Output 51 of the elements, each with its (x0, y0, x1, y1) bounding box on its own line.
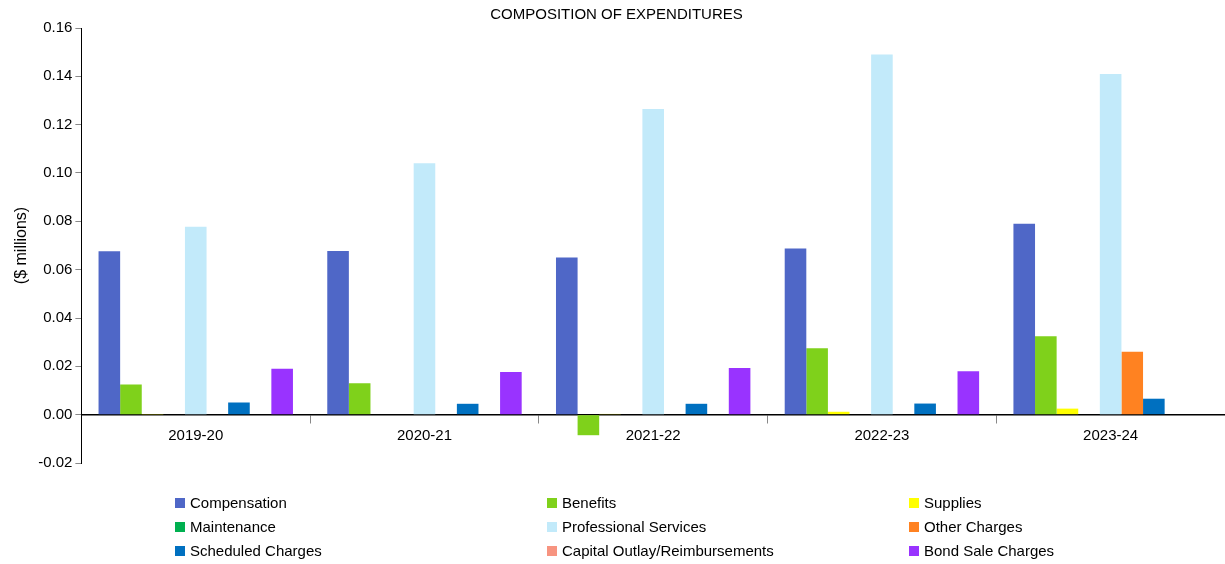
legend-label: Compensation (190, 494, 287, 511)
y-tick-label: 0.08 (43, 211, 73, 229)
bar (271, 368, 293, 415)
bar (228, 402, 250, 415)
bar (1013, 223, 1036, 415)
bar (871, 54, 893, 415)
x-tick-label: 2019-20 (168, 425, 224, 443)
bar (957, 371, 980, 415)
bar (348, 383, 371, 415)
bar (327, 251, 349, 415)
y-tick-label: -0.02 (38, 453, 73, 471)
y-axis-title: ($ millions) (12, 206, 30, 285)
legend-label: Benefits (562, 494, 617, 511)
y-tick-label: 0.06 (43, 259, 73, 277)
legend-label: Maintenance (190, 518, 276, 535)
legend-label: Supplies (924, 494, 982, 511)
bar (1099, 73, 1122, 415)
y-tick-label: 0.10 (43, 163, 73, 181)
bar (577, 415, 600, 436)
bar (685, 403, 708, 415)
bar (806, 348, 828, 415)
chart-title: COMPOSITION OF EXPENDITURES (490, 5, 743, 23)
y-tick-label: 0.04 (43, 308, 73, 326)
y-tick-label: 0.00 (43, 404, 73, 422)
legend-label: Capital Outlay/Reimbursements (562, 542, 774, 559)
x-tick-label: 2022-23 (854, 425, 910, 443)
bar (1035, 336, 1057, 415)
bar (914, 403, 936, 415)
y-tick-label: 0.14 (43, 66, 73, 84)
bar (98, 251, 121, 415)
bar (413, 163, 436, 415)
bar (784, 248, 807, 415)
x-tick-label: 2020-21 (396, 425, 452, 443)
bar (555, 257, 578, 415)
bar (728, 368, 751, 415)
bar (184, 226, 207, 415)
bar (1143, 398, 1165, 415)
bar (500, 371, 522, 415)
legend-label: Other Charges (924, 518, 1023, 535)
legend-label: Bond Sale Charges (924, 542, 1055, 559)
x-tick-label: 2021-22 (625, 425, 681, 443)
bar (1121, 351, 1144, 415)
legend-label: Professional Services (562, 518, 707, 535)
y-tick-label: 0.02 (43, 356, 73, 374)
legend-label: Scheduled Charges (190, 542, 322, 559)
bar (120, 384, 142, 415)
x-tick-label: 2023-24 (1083, 425, 1139, 443)
bar (642, 108, 664, 415)
y-tick-label: 0.16 (43, 18, 73, 36)
y-tick-label: 0.12 (43, 114, 73, 132)
bar (456, 403, 479, 415)
